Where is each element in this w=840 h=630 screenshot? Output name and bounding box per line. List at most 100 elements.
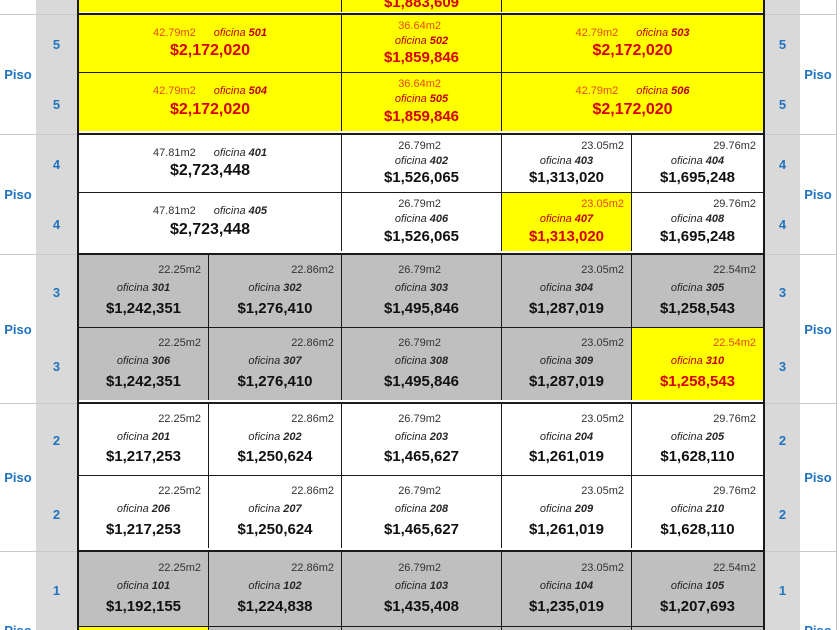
unit-area: 22.86m2 — [291, 562, 334, 575]
unit-price: $1,526,065 — [383, 227, 460, 245]
unit-cell-203[interactable]: 26.79m2 oficina 203 $1,465,627 — [342, 404, 502, 475]
floor-band: Piso 2 2 22.25m2 oficina 201 $1,217,253 22.86m… — [0, 404, 840, 552]
unit-area: 22.86m2 — [291, 485, 334, 498]
unit-cell-204[interactable]: 23.05m2 oficina 204 $1,261,019 — [502, 404, 632, 475]
unit-cell-209[interactable]: 23.05m2 oficina 209 $1,261,019 — [502, 476, 632, 548]
unit-name: oficina 301 — [116, 282, 171, 294]
unit-cell-504[interactable]: 42.79m2 oficina 504 $2,172,020 — [79, 73, 342, 131]
floor-number — [765, 0, 800, 14]
cut-row-cell[interactable] — [502, 0, 763, 12]
right-edge-sliver — [836, 135, 840, 255]
unit-cell-210[interactable]: 29.76m2 oficina 210 $1,628,110 — [632, 476, 763, 548]
floor-number: 4 — [778, 157, 787, 172]
unit-price: $1,435,408 — [383, 597, 460, 615]
unit-name: oficina 407 — [539, 213, 594, 225]
unit-cell-306[interactable]: 22.25m2 oficina 306 $1,242,351 — [79, 328, 209, 400]
unit-price: $1,192,155 — [105, 597, 182, 615]
unit-cell-308[interactable]: 26.79m2 oficina 308 $1,495,846 — [342, 328, 502, 400]
unit-cell-208[interactable]: 26.79m2 oficina 208 $1,465,627 — [342, 476, 502, 548]
unit-price: $1,258,543 — [659, 372, 736, 390]
unit-area: 22.86m2 — [291, 264, 334, 277]
unit-price: $1,287,019 — [528, 299, 605, 317]
unit-cell-501[interactable]: 42.79m2 oficina 501 $2,172,020 — [79, 15, 342, 72]
unit-area: 42.79m2 — [575, 26, 619, 39]
unit-name: oficina 506 — [636, 85, 690, 98]
floor-band: Piso 3 3 22.25m2 oficina 301 $1,242,351 22.86m… — [0, 255, 840, 404]
cut-row-cell[interactable]: $1,883,609 — [342, 0, 502, 12]
cut-row-cell[interactable] — [79, 627, 209, 630]
floor-numbers-right — [765, 0, 800, 15]
floor-numbers-right: 1 — [765, 552, 800, 630]
cut-row-cell[interactable] — [79, 0, 342, 12]
unit-price: $1,242,351 — [105, 299, 182, 317]
unit-cell-303[interactable]: 26.79m2 oficina 303 $1,495,846 — [342, 255, 502, 327]
cut-row-cell[interactable] — [502, 627, 632, 630]
cut-row-cell[interactable] — [342, 627, 502, 630]
unit-area: 26.79m2 — [398, 139, 441, 152]
unit-cell-503[interactable]: 42.79m2 oficina 503 $2,172,020 — [502, 15, 763, 72]
unit-cell-207[interactable]: 22.86m2 oficina 207 $1,250,624 — [209, 476, 342, 548]
unit-cell-301[interactable]: 22.25m2 oficina 301 $1,242,351 — [79, 255, 209, 327]
unit-price: $1,465,627 — [383, 448, 460, 466]
unit-cell-201[interactable]: 22.25m2 oficina 201 $1,217,253 — [79, 404, 209, 475]
floor-number: 3 — [52, 358, 61, 374]
unit-cell-401[interactable]: 47.81m2 oficina 401 $2,723,448 — [79, 135, 342, 192]
unit-header: 47.81m2 oficina 401 — [79, 147, 341, 161]
unit-cell-305[interactable]: 22.54m2 oficina 305 $1,258,543 — [632, 255, 763, 327]
unit-name: oficina 105 — [670, 580, 725, 592]
unit-price: $1,258,543 — [659, 299, 736, 317]
piso-label-left: Piso — [0, 404, 36, 552]
unit-cell-205[interactable]: 29.76m2 oficina 205 $1,628,110 — [632, 404, 763, 475]
unit-cell-304[interactable]: 23.05m2 oficina 304 $1,287,019 — [502, 255, 632, 327]
unit-name: oficina 210 — [670, 503, 725, 515]
unit-cell-103[interactable]: 26.79m2 oficina 103 $1,435,408 — [342, 552, 502, 626]
unit-grid-section: 22.25m2 oficina 201 $1,217,253 22.86m2 ofici… — [77, 404, 765, 552]
unit-area: 36.64m2 — [398, 19, 441, 32]
unit-cell-307[interactable]: 22.86m2 oficina 307 $1,276,410 — [209, 328, 342, 400]
cut-row-cell[interactable] — [632, 627, 763, 630]
unit-name: oficina 403 — [539, 154, 594, 167]
piso-label-left: Piso — [0, 15, 36, 135]
unit-cell-104[interactable]: 23.05m2 oficina 104 $1,235,019 — [502, 552, 632, 626]
unit-cell-404[interactable]: 29.76m2 oficina 404 $1,695,248 — [632, 135, 763, 192]
unit-cell-101[interactable]: 22.25m2 oficina 101 $1,192,155 — [79, 552, 209, 626]
unit-name: oficina 503 — [636, 26, 690, 39]
unit-area: 47.81m2 — [152, 205, 196, 218]
floor-number: 4 — [778, 216, 787, 232]
unit-cell-206[interactable]: 22.25m2 oficina 206 $1,217,253 — [79, 476, 209, 548]
unit-area: 23.05m2 — [581, 412, 624, 425]
unit-cell-402[interactable]: 26.79m2 oficina 402 $1,526,065 — [342, 135, 502, 192]
unit-area: 29.76m2 — [713, 139, 756, 152]
floor-band: Piso 4 4 47.81m2 oficina 401 $2,723,448 26.79m… — [0, 135, 840, 255]
unit-cell-405[interactable]: 47.81m2 oficina 405 $2,723,448 — [79, 193, 342, 251]
unit-cell-309[interactable]: 23.05m2 oficina 309 $1,287,019 — [502, 328, 632, 400]
unit-cell-407[interactable]: 23.05m2 oficina 407 $1,313,020 — [502, 193, 632, 251]
piso-label-right: Piso — [800, 135, 836, 255]
floor-numbers-left: 1 — [36, 552, 77, 630]
floor-number: 2 — [52, 506, 61, 522]
unit-cell-505[interactable]: 36.64m2 oficina 505 $1,859,846 — [342, 73, 502, 131]
unit-name: oficina 201 — [116, 430, 171, 443]
unit-cell-502[interactable]: 36.64m2 oficina 502 $1,859,846 — [342, 15, 502, 72]
unit-cell-506[interactable]: 42.79m2 oficina 506 $2,172,020 — [502, 73, 763, 131]
unit-name: oficina 305 — [670, 282, 725, 294]
unit-cell-202[interactable]: 22.86m2 oficina 202 $1,250,624 — [209, 404, 342, 475]
unit-row: 22.25m2 oficina 206 $1,217,253 22.86m2 ofici… — [79, 476, 763, 548]
unit-cell-406[interactable]: 26.79m2 oficina 406 $1,526,065 — [342, 193, 502, 251]
unit-area: 23.05m2 — [581, 198, 624, 211]
cut-row-cell[interactable] — [209, 627, 342, 630]
unit-cell-102[interactable]: 22.86m2 oficina 102 $1,224,838 — [209, 552, 342, 626]
unit-cell-105[interactable]: 22.54m2 oficina 105 $1,207,693 — [632, 552, 763, 626]
unit-cell-408[interactable]: 29.76m2 oficina 408 $1,695,248 — [632, 193, 763, 251]
unit-row: $1,883,609 — [79, 0, 763, 12]
unit-cell-310[interactable]: 22.54m2 oficina 310 $1,258,543 — [632, 328, 763, 400]
unit-cell-302[interactable]: 22.86m2 oficina 302 $1,276,410 — [209, 255, 342, 327]
unit-cell-403[interactable]: 23.05m2 oficina 403 $1,313,020 — [502, 135, 632, 192]
unit-header: 42.79m2 oficina 503 — [502, 27, 763, 41]
